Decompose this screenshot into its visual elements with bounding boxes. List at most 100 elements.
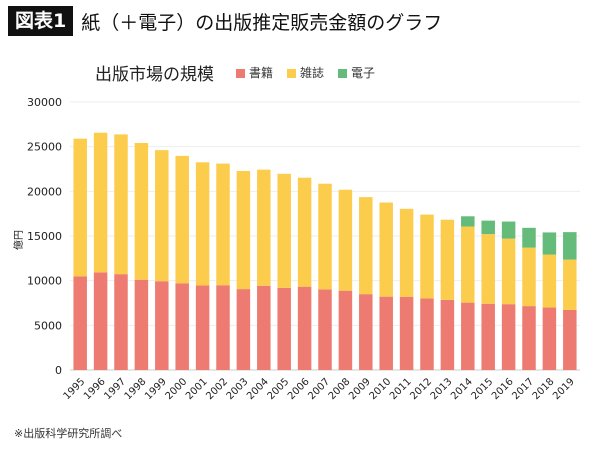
x-tick-label: 2006 bbox=[286, 376, 312, 402]
x-tick-label: 2019 bbox=[551, 376, 577, 402]
legend: 書籍 雑誌 電子 bbox=[236, 64, 375, 81]
bar-2000-雑誌 bbox=[175, 155, 189, 284]
y-tick-label: 20000 bbox=[27, 185, 62, 198]
x-tick-label: 1997 bbox=[102, 376, 128, 402]
x-tick-label: 2009 bbox=[347, 376, 373, 402]
bar-2004-雑誌 bbox=[257, 169, 271, 286]
x-tick-label: 2003 bbox=[225, 376, 251, 402]
figure-badge: 図表1 bbox=[8, 6, 74, 36]
chart-title: 出版市場の規模 bbox=[95, 65, 214, 85]
bar-2008-書籍 bbox=[338, 290, 353, 370]
bar-2014-書籍 bbox=[461, 302, 475, 370]
bar-2001-雑誌 bbox=[195, 162, 210, 286]
bar-2007-雑誌 bbox=[318, 183, 332, 290]
bar-1995-書籍 bbox=[73, 276, 87, 370]
bar-2018-電子 bbox=[542, 232, 557, 255]
bar-2005-雑誌 bbox=[277, 173, 291, 288]
x-tick-label: 2013 bbox=[429, 376, 455, 402]
bar-2017-雑誌 bbox=[522, 247, 536, 307]
legend-item-magazines: 雑誌 bbox=[287, 64, 324, 81]
x-tick-label: 2014 bbox=[449, 376, 475, 402]
legend-item-books: 書籍 bbox=[236, 64, 273, 81]
bar-2009-雑誌 bbox=[359, 197, 373, 295]
bar-1996-書籍 bbox=[93, 272, 108, 370]
bar-2013-雑誌 bbox=[440, 219, 455, 300]
bar-2018-雑誌 bbox=[542, 254, 557, 308]
x-tick-label: 2004 bbox=[245, 376, 271, 402]
y-tick-label: 25000 bbox=[27, 141, 62, 154]
y-tick-label: 5000 bbox=[34, 319, 62, 332]
bar-2003-雑誌 bbox=[236, 170, 251, 290]
bar-2006-雑誌 bbox=[297, 177, 312, 287]
bar-2011-書籍 bbox=[399, 296, 414, 370]
bar-1999-書籍 bbox=[155, 281, 169, 370]
x-tick-label: 1995 bbox=[62, 376, 88, 402]
bar-1998-雑誌 bbox=[134, 142, 149, 280]
bar-2015-雑誌 bbox=[481, 234, 495, 304]
bar-1997-雑誌 bbox=[114, 134, 128, 275]
bar-1999-雑誌 bbox=[155, 150, 169, 282]
x-tick-label: 2016 bbox=[490, 376, 516, 402]
bar-2012-雑誌 bbox=[420, 214, 434, 299]
bar-2010-雑誌 bbox=[379, 202, 393, 297]
bar-2018-書籍 bbox=[542, 307, 557, 370]
bar-1996-雑誌 bbox=[93, 132, 108, 273]
bar-1995-雑誌 bbox=[73, 138, 87, 277]
bar-2019-電子 bbox=[563, 232, 577, 260]
x-tick-label: 2008 bbox=[327, 376, 353, 402]
bar-2012-書籍 bbox=[420, 298, 434, 370]
bar-2019-書籍 bbox=[563, 309, 577, 370]
x-tick-label: 2007 bbox=[306, 376, 332, 402]
bar-2016-雑誌 bbox=[501, 238, 516, 305]
legend-swatch bbox=[287, 69, 297, 78]
bar-2019-雑誌 bbox=[563, 259, 577, 310]
bar-2000-書籍 bbox=[175, 283, 189, 370]
bar-2015-書籍 bbox=[481, 303, 495, 370]
bar-2014-雑誌 bbox=[461, 226, 475, 303]
x-tick-label: 2010 bbox=[368, 376, 394, 402]
bar-2016-電子 bbox=[501, 221, 516, 239]
chart: 0 5000 10000 15000 20000 25000 30000 億円 19951996… bbox=[12, 96, 580, 402]
y-tick-label: 0 bbox=[55, 364, 62, 377]
bar-2017-書籍 bbox=[522, 306, 536, 370]
legend-swatch bbox=[338, 69, 348, 78]
y-tick-label: 15000 bbox=[27, 230, 62, 243]
bar-2002-雑誌 bbox=[216, 163, 230, 286]
legend-swatch bbox=[236, 69, 245, 78]
bar-2015-電子 bbox=[481, 220, 495, 235]
bar-2007-書籍 bbox=[318, 289, 332, 370]
bar-2017-電子 bbox=[522, 227, 536, 248]
bar-2009-書籍 bbox=[359, 294, 373, 370]
y-tick-label: 30000 bbox=[27, 96, 62, 109]
legend-item-digital: 電子 bbox=[338, 64, 375, 81]
x-tick-label: 2012 bbox=[408, 376, 434, 402]
x-tick-label: 1998 bbox=[123, 376, 149, 402]
x-tick-label: 2001 bbox=[184, 376, 210, 402]
x-tick-label: 2000 bbox=[164, 376, 190, 402]
bar-2003-書籍 bbox=[236, 289, 251, 370]
bar-2002-書籍 bbox=[216, 285, 230, 370]
x-tick-label: 1996 bbox=[82, 376, 108, 402]
x-tick-label: 2018 bbox=[531, 376, 557, 402]
x-tick-label: 2002 bbox=[204, 376, 230, 402]
bar-2001-書籍 bbox=[195, 285, 210, 370]
source-note: ※出版科学研究所調べ bbox=[14, 427, 123, 440]
y-axis-label: 億円 bbox=[12, 230, 25, 250]
x-tick-label: 1999 bbox=[143, 376, 169, 402]
bar-1998-書籍 bbox=[134, 279, 149, 370]
bar-2011-雑誌 bbox=[399, 208, 414, 297]
x-tick-label: 2005 bbox=[266, 376, 292, 402]
bar-2004-書籍 bbox=[257, 285, 271, 370]
bar-2006-書籍 bbox=[297, 286, 312, 370]
bar-2010-書籍 bbox=[379, 296, 393, 370]
bar-2014-電子 bbox=[461, 216, 475, 227]
bar-2005-書籍 bbox=[277, 287, 291, 370]
bar-2013-書籍 bbox=[440, 299, 455, 370]
page-title: 紙（＋電子）の出版推定販売金額のグラフ bbox=[81, 11, 443, 34]
header: 図表1 紙（＋電子）の出版推定販売金額のグラフ bbox=[8, 6, 442, 36]
bar-2016-書籍 bbox=[501, 304, 516, 370]
x-tick-label: 2015 bbox=[470, 376, 496, 402]
bar-2008-雑誌 bbox=[338, 189, 353, 291]
x-tick-label: 2017 bbox=[510, 376, 536, 402]
x-tick-label: 2011 bbox=[388, 376, 414, 402]
